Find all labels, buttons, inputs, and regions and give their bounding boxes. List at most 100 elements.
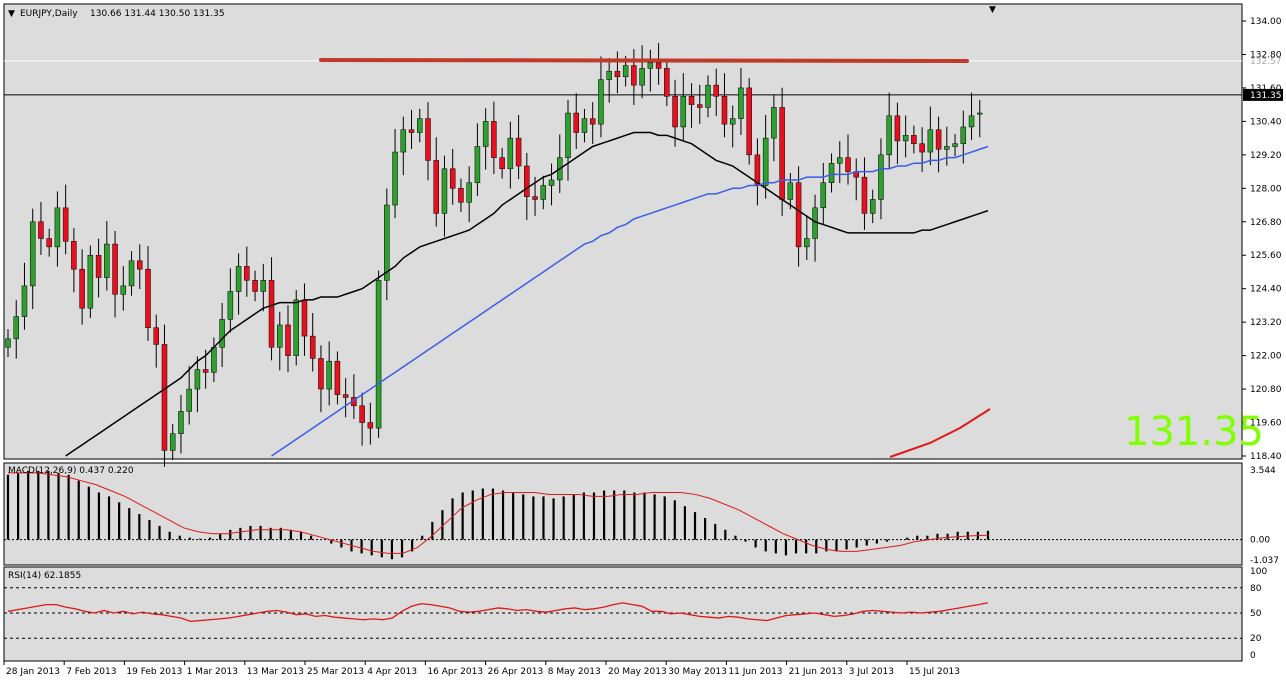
candle-bull	[169, 433, 176, 451]
ma-slow-line	[889, 408, 991, 458]
candle-bull	[540, 185, 547, 200]
candle-bull	[762, 137, 769, 186]
macd-tick-label: -1.037	[1250, 556, 1279, 566]
candle-bull	[902, 135, 909, 142]
date-tick-label: 1 Mar 2013	[187, 667, 238, 677]
ma-mid-line	[271, 145, 989, 457]
candle-bull	[837, 157, 843, 164]
rsi-tick-label: 20	[1250, 634, 1262, 644]
candle-bull	[886, 115, 892, 156]
candle-bear	[532, 196, 538, 200]
candle-bear	[515, 137, 522, 167]
candle-bear	[71, 241, 77, 270]
candle-bear	[524, 165, 530, 197]
macd-tick-label: 0.00	[1250, 536, 1270, 546]
candle-bear	[589, 118, 596, 125]
candle-bear	[244, 266, 250, 281]
price-tick-label: 118.40	[1250, 452, 1282, 462]
date-tick-label: 13 Mar 2013	[247, 667, 304, 677]
candle-bear	[38, 221, 44, 239]
candle-bull	[54, 207, 61, 248]
candle-bull	[120, 285, 127, 295]
date-axis: 28 Jan 2013 7 Feb 2013 19 Feb 2013 1 Mar 20…	[3, 661, 960, 677]
moving-averages-layer	[65, 131, 991, 458]
candle-bull	[598, 79, 604, 125]
candle-bull	[87, 254, 94, 309]
candle-bull	[474, 146, 481, 183]
candle-bull	[482, 121, 489, 147]
candle-bull	[771, 107, 777, 139]
candle-bull	[878, 154, 884, 200]
symbol-label: EURJPY,Daily	[20, 9, 78, 19]
current-price-tag-label: 131.35	[1250, 91, 1282, 101]
rsi-panel	[3, 566, 1243, 662]
candle-bear	[655, 62, 662, 69]
candle-bull	[820, 182, 827, 209]
candle-bull	[787, 182, 794, 200]
candle-bull	[507, 137, 514, 170]
price-tick-label: 126.80	[1250, 218, 1282, 228]
candle-bull	[828, 162, 835, 183]
candle-bull	[869, 199, 876, 214]
macd-panel	[3, 462, 1243, 566]
candle-bear	[161, 344, 168, 451]
candle-bull	[260, 280, 267, 292]
date-tick-label: 3 Jul 2013	[849, 667, 894, 677]
price-tick-label: 134.00	[1250, 17, 1282, 27]
candle-bull	[417, 118, 423, 133]
price-tick-label: 132.80	[1250, 50, 1282, 60]
price-tick-label: 120.80	[1250, 385, 1282, 395]
candle-bear	[153, 327, 159, 345]
ma-fast-line	[65, 131, 989, 457]
date-tick-label: 7 Feb 2013	[66, 667, 116, 677]
current-price-tag	[1243, 88, 1283, 101]
candle-bear	[145, 268, 151, 328]
candle-bull	[375, 280, 382, 429]
candle-bull	[186, 388, 192, 412]
macd-layer: 3.544 0.00 -1.037	[4, 466, 1279, 566]
candle-bear	[894, 115, 901, 142]
rsi-tick-label: 80	[1250, 584, 1262, 594]
candle-bull	[277, 324, 283, 348]
candle-bear	[252, 280, 258, 292]
candle-bear	[491, 121, 497, 158]
candle-bull	[235, 266, 242, 292]
candle-bear	[845, 157, 851, 172]
candle-bull	[680, 96, 687, 128]
scroll-marker-icon[interactable]: ▼	[989, 5, 996, 15]
candle-bull	[729, 118, 736, 125]
date-tick-label: 4 Apr 2013	[367, 667, 417, 677]
candle-bear	[318, 358, 324, 390]
candle-bear	[499, 157, 505, 170]
candle-bear	[688, 96, 695, 105]
candle-bear	[935, 129, 942, 150]
macd-tick-label: 3.544	[1250, 466, 1276, 476]
candle-bull	[606, 70, 612, 80]
macd-label: MACD(12,26,9) 0.437 0.220	[8, 466, 134, 476]
date-tick-label: 16 Apr 2013	[427, 667, 483, 677]
candle-bear	[779, 107, 785, 200]
date-tick-label: 26 Apr 2013	[488, 667, 544, 677]
date-tick-label: 30 May 2013	[668, 667, 727, 677]
candle-bull	[400, 129, 407, 153]
candle-bear	[62, 207, 69, 242]
candle-bull	[705, 84, 711, 108]
ohlc-label: 130.66 131.44 130.50 131.35	[90, 9, 225, 19]
candle-bear	[458, 188, 464, 203]
candle-bear	[202, 369, 209, 373]
candle-bull	[194, 369, 201, 390]
candles-layer	[5, 43, 983, 467]
candle-bear	[449, 168, 456, 189]
rsi-tick-label: 50	[1250, 609, 1262, 619]
candle-bear	[721, 96, 728, 125]
candle-bull	[219, 319, 225, 348]
date-tick-label: 28 Jan 2013	[6, 667, 60, 677]
candle-bear	[95, 254, 102, 278]
candle-bear	[112, 243, 118, 295]
rsi-label: RSI(14) 62.1855	[8, 571, 81, 581]
candle-bull	[227, 291, 234, 320]
chevron-down-icon[interactable]: ▼	[8, 9, 15, 19]
rsi-layer: 100 80 50 20 0	[4, 567, 1267, 661]
